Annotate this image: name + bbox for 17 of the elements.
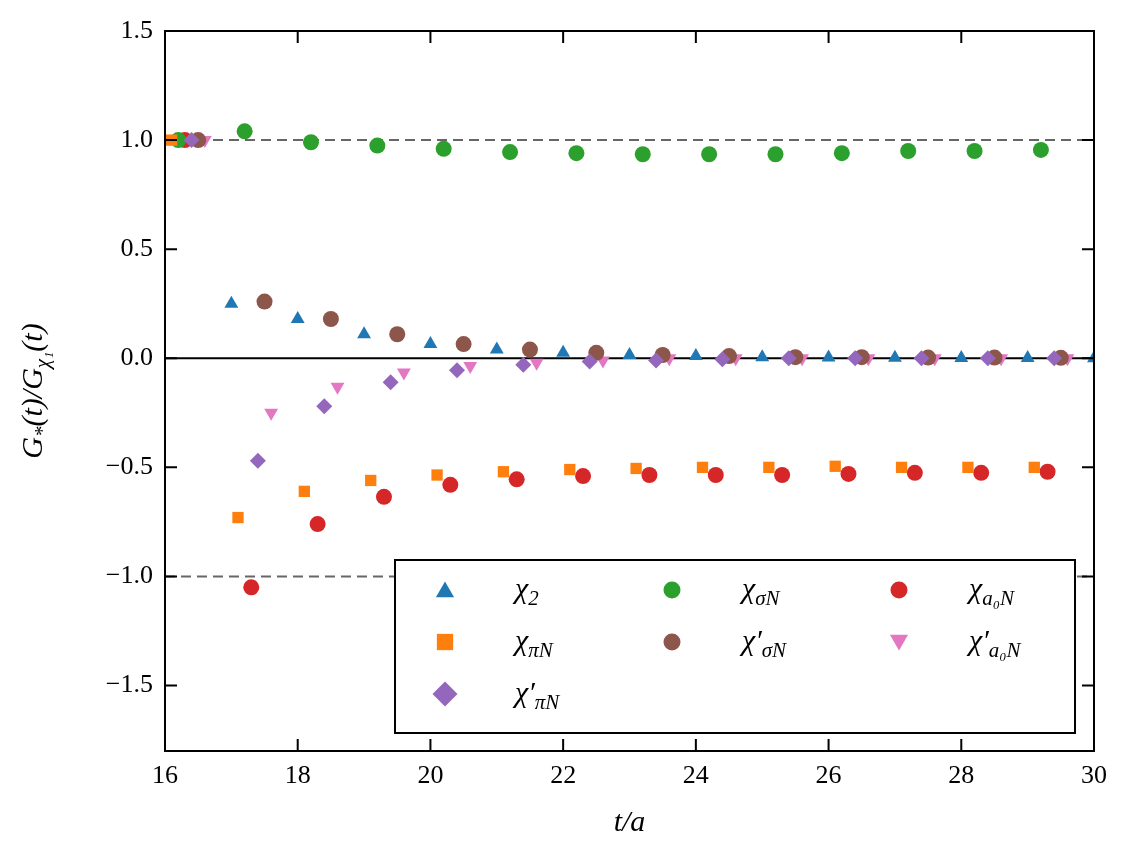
x-tick-label: 16: [152, 760, 178, 790]
x-tick-label: 22: [550, 760, 577, 790]
x-tick-label: 18: [284, 760, 311, 790]
y-tick-label: −1.0: [105, 560, 153, 590]
x-tick-label: 26: [815, 760, 842, 790]
y-tick-label: 0.0: [120, 342, 153, 372]
y-tick-label: −0.5: [105, 451, 153, 481]
x-tick-label: 30: [1081, 760, 1107, 790]
x-axis-title: t/a: [613, 803, 646, 837]
y-tick-label: 1.5: [120, 14, 153, 44]
y-axis-title: G*(t)/Gχ₁(t): [14, 323, 54, 459]
x-tick-label: 24: [682, 760, 709, 790]
x-tick-label: 20: [417, 760, 444, 790]
y-tick-label: 1.0: [120, 123, 153, 153]
x-tick-label: 28: [948, 760, 975, 790]
y-tick-label: 0.5: [120, 233, 153, 263]
y-tick-label: −1.5: [105, 669, 153, 699]
